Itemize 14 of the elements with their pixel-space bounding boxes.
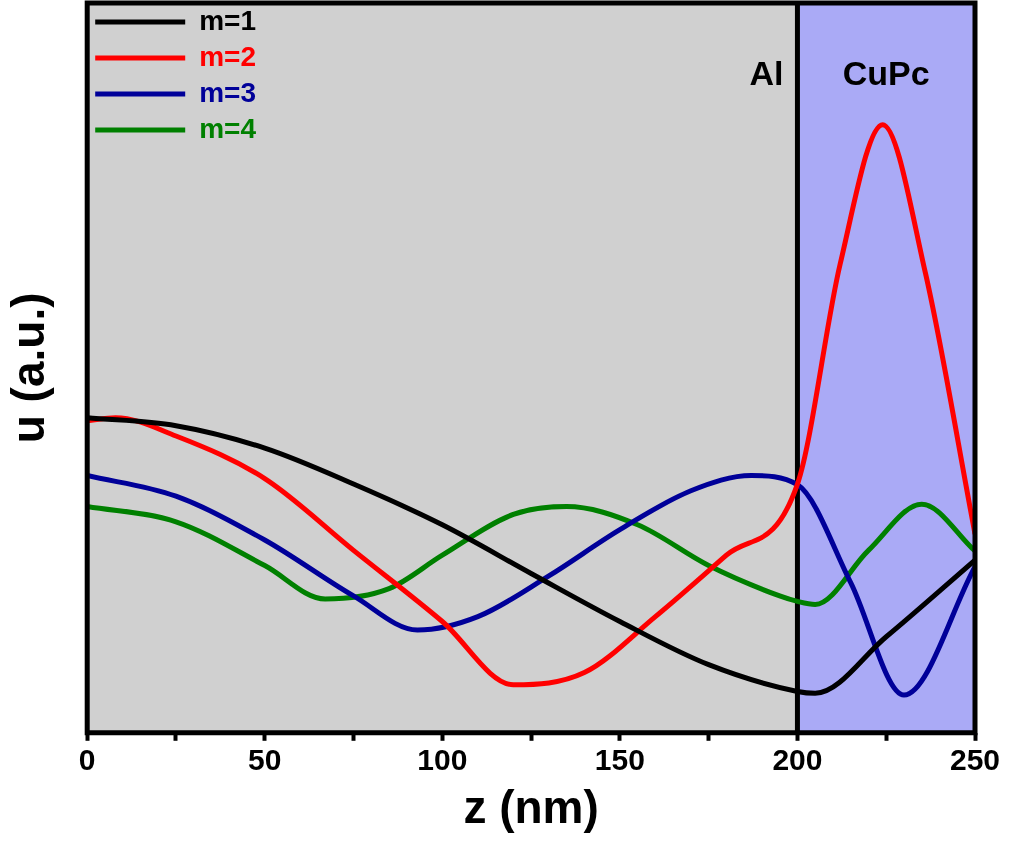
band-label: CuPc	[842, 54, 930, 92]
x-tick-label: 250	[949, 743, 1001, 777]
x-tick-label: 0	[78, 743, 96, 777]
legend-label: m=3	[199, 76, 257, 108]
x-tick-label: 50	[248, 743, 282, 777]
x-tick-label: 200	[772, 743, 823, 777]
x-axis-title: z (nm)	[463, 781, 599, 834]
x-tick-label: 100	[417, 743, 468, 777]
legend-label: m=1	[199, 4, 257, 36]
legend-label: m=4	[199, 112, 257, 144]
y-axis-title: u (a.u.)	[2, 292, 55, 444]
x-tick-label: 150	[594, 743, 645, 777]
band-label: Al	[749, 54, 784, 92]
legend-label: m=2	[199, 40, 257, 72]
